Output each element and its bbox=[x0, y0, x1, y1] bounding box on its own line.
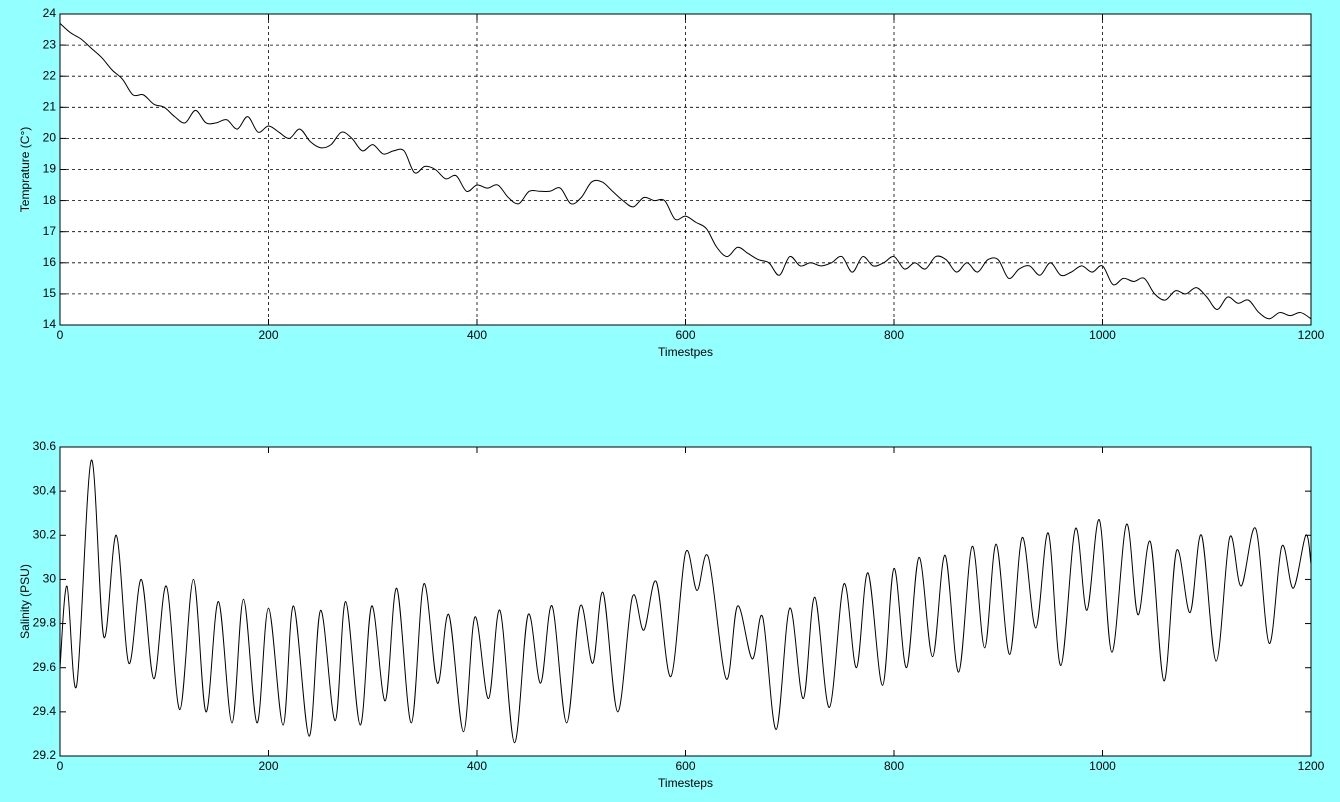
y-tick-label: 29.6 bbox=[33, 660, 57, 674]
x-tick-label: 0 bbox=[57, 759, 64, 773]
y-tick-label: 24 bbox=[43, 6, 57, 20]
plot-area bbox=[60, 447, 1311, 756]
x-tick-label: 400 bbox=[467, 759, 487, 773]
data-line bbox=[59, 459, 1312, 744]
x-tick-label: 1000 bbox=[1089, 759, 1116, 773]
plot-frame bbox=[59, 13, 1312, 326]
y-tick-label: 23 bbox=[43, 37, 57, 51]
y-tick-label: 29.4 bbox=[33, 704, 57, 718]
y-tick-label: 17 bbox=[43, 224, 57, 238]
x-tick-label: 800 bbox=[884, 759, 904, 773]
y-tick-label: 30.2 bbox=[33, 527, 57, 541]
y-tick-label: 14 bbox=[43, 317, 57, 331]
y-tick-label: 29.2 bbox=[33, 748, 57, 762]
y-tick-label: 30.6 bbox=[33, 439, 57, 453]
y-tick-label: 22 bbox=[43, 68, 57, 82]
y-tick-label: 29.8 bbox=[33, 616, 57, 630]
y-tick-label: 21 bbox=[43, 99, 57, 113]
y-tick-label: 15 bbox=[43, 286, 57, 300]
x-tick-label: 600 bbox=[675, 759, 695, 773]
y-tick-label: 30 bbox=[43, 572, 57, 586]
y-tick-label: 30.4 bbox=[33, 483, 57, 497]
x-axis-label: Timestpes bbox=[658, 345, 713, 359]
x-axis-label: Timesteps bbox=[658, 776, 713, 790]
x-tick-label: 600 bbox=[675, 328, 695, 342]
y-tick-label: 20 bbox=[43, 131, 57, 145]
plot-frame bbox=[59, 446, 1312, 757]
x-tick-label: 0 bbox=[57, 328, 64, 342]
x-tick-label: 1200 bbox=[1298, 328, 1325, 342]
y-tick-label: 16 bbox=[43, 255, 57, 269]
y-tick-label: 18 bbox=[43, 193, 57, 207]
x-tick-label: 200 bbox=[258, 759, 278, 773]
y-axis-label: Temprature (C°) bbox=[18, 127, 32, 212]
y-axis-label: Salinity (PSU) bbox=[18, 564, 32, 639]
x-tick-label: 800 bbox=[884, 328, 904, 342]
x-tick-label: 400 bbox=[467, 328, 487, 342]
x-tick-label: 1200 bbox=[1298, 759, 1325, 773]
x-tick-label: 200 bbox=[258, 328, 278, 342]
data-line bbox=[59, 22, 1312, 320]
y-tick-label: 19 bbox=[43, 162, 57, 176]
x-tick-label: 1000 bbox=[1089, 328, 1116, 342]
